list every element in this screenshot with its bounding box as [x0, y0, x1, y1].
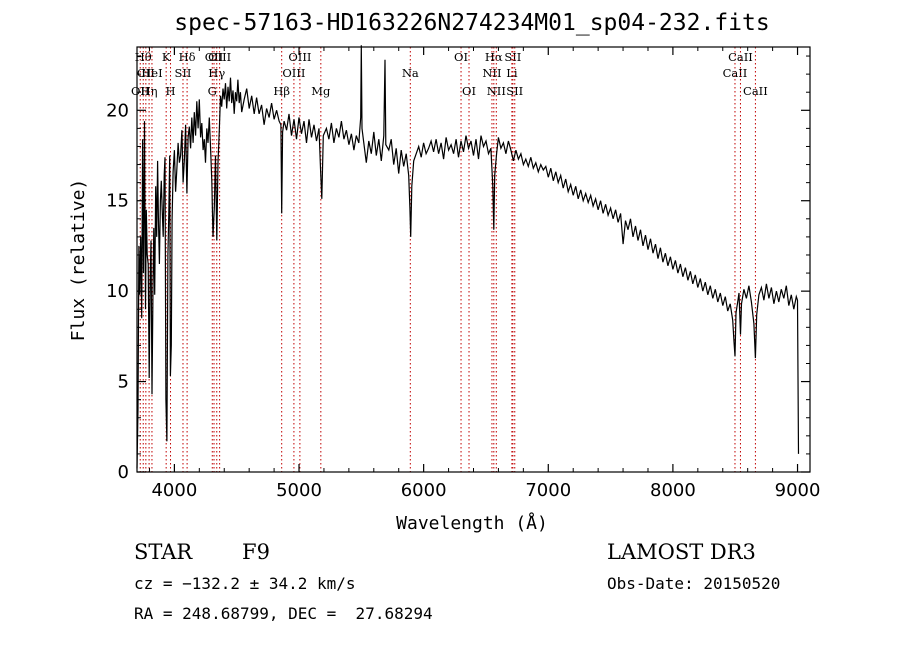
line-marker-label: H	[166, 84, 176, 98]
line-marker-label: HeI	[141, 66, 162, 80]
line-marker-label: Hα	[485, 50, 503, 64]
y-tick-label: 15	[106, 191, 129, 212]
line-marker-label: NII	[487, 84, 506, 98]
line-marker-label: Hθ	[135, 50, 152, 64]
line-marker-label: Mg	[311, 84, 331, 98]
plot-frame	[136, 46, 811, 473]
object-class: STAR	[134, 540, 193, 564]
x-tick-label: 5000	[276, 480, 322, 501]
line-marker-label: SII	[506, 84, 523, 98]
x-axis-ticks: 4000 5000 6000 7000 8000 9000	[148, 47, 821, 501]
x-tick-label: 8000	[650, 480, 696, 501]
x-tick-label: 4000	[151, 480, 197, 501]
x-tick-label: 9000	[775, 480, 821, 501]
line-marker-label: CaII	[743, 84, 768, 98]
line-marker-label: SII	[504, 50, 521, 64]
redshift-cz: cz = −132.2 ± 34.2 km/s	[134, 574, 356, 593]
line-marker-label: Hη	[141, 84, 158, 98]
y-tick-label: 10	[106, 281, 129, 302]
x-tick-label: 7000	[525, 480, 571, 501]
line-marker-label: CII	[137, 66, 155, 80]
line-marker-label: Li	[506, 66, 518, 80]
line-marker-label: Na	[402, 66, 419, 80]
line-marker-label: OII	[205, 50, 224, 64]
line-marker-label: CaII	[728, 50, 753, 64]
line-marker-label: OIII	[288, 50, 311, 64]
y-tick-label: 0	[118, 462, 129, 483]
line-marker-label: Hγ	[208, 66, 225, 80]
survey-name: LAMOST DR3	[607, 540, 756, 564]
x-tick-label: 6000	[401, 480, 447, 501]
line-marker-label: K	[162, 50, 171, 64]
y-axis-label: Flux (relative)	[68, 179, 89, 342]
line-marker-label: OI	[462, 84, 476, 98]
x-axis-label: Wavelength (Å)	[396, 512, 548, 534]
line-marker-label: OI	[454, 50, 468, 64]
line-marker-label: NII	[482, 66, 501, 80]
y-tick-label: 20	[106, 100, 129, 121]
line-marker-label: OIII	[208, 50, 231, 64]
y-axis-ticks: 0 5 10 15 20	[106, 55, 810, 483]
line-marker-label: Hδ	[179, 50, 196, 64]
chart-title: spec-57163-HD163226N274234M01_sp04-232.f…	[174, 10, 769, 36]
line-marker-label: OII	[131, 84, 150, 98]
line-marker-label: SII	[175, 66, 192, 80]
line-marker-label: CaII	[723, 66, 748, 80]
y-tick-label: 5	[118, 372, 129, 393]
line-marker-label: Hβ	[273, 84, 290, 98]
subclass: F9	[242, 540, 270, 564]
line-marker-label: G	[208, 84, 217, 98]
spectrum-line	[136, 45, 800, 469]
line-marker-label: OIII	[282, 66, 305, 80]
coordinates: RA = 248.68799, DEC = 27.68294	[134, 604, 433, 623]
obs-date: Obs-Date: 20150520	[607, 574, 781, 593]
